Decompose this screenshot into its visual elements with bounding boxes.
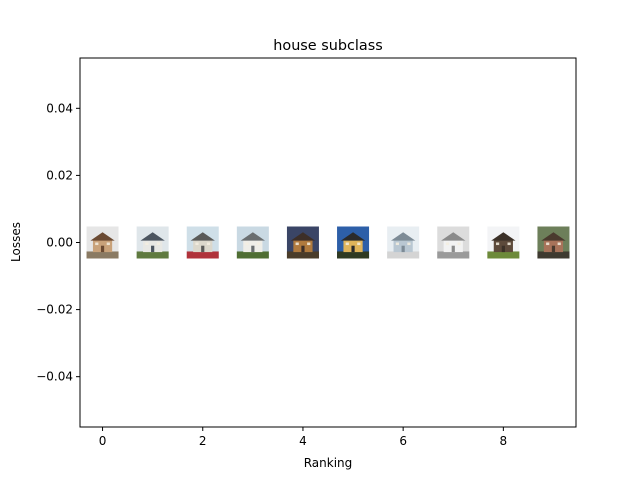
thumbnail-ground <box>437 251 470 259</box>
thumbnail-house-window <box>357 242 361 246</box>
thumbnail-house-roof <box>541 232 566 241</box>
thumbnail-house-window <box>156 242 161 246</box>
thumbnail-ground <box>236 251 269 259</box>
house-thumbnail <box>86 226 119 259</box>
thumbnail-house-door <box>551 245 556 253</box>
house-thumbnail <box>337 226 370 259</box>
points-layer <box>86 226 570 259</box>
thumbnail-house-door <box>100 245 105 253</box>
house-thumbnail <box>136 226 169 259</box>
thumbnail-ground <box>337 251 370 259</box>
y-tick-label: −0.02 <box>36 303 73 317</box>
thumbnail-house-window <box>557 242 561 246</box>
house-thumbnail <box>186 226 219 259</box>
thumbnail-house-window <box>307 242 311 246</box>
x-tick-label: 4 <box>299 434 307 448</box>
thumbnail-house-door <box>301 245 305 253</box>
thumbnail-ground <box>537 251 570 259</box>
thumbnail-house-window <box>145 242 149 246</box>
y-axis: −0.04 −0.02 0.00 0.02 0.04 <box>36 101 80 384</box>
thumbnail-house-door <box>201 245 205 253</box>
thumbnail-house-roof <box>240 232 266 241</box>
thumbnail-house-roof <box>290 232 316 241</box>
x-tick-label: 2 <box>199 434 207 448</box>
chart-title: house subclass <box>273 38 382 54</box>
y-tick-label: 0.02 <box>46 168 73 182</box>
thumbnail-house-roof <box>390 232 416 241</box>
thumbnail-house-window <box>106 242 110 246</box>
y-axis-label: Losses <box>9 222 23 262</box>
y-tick-label: −0.04 <box>36 370 73 384</box>
thumbnail-house-window <box>245 242 249 246</box>
x-tick-label: 0 <box>99 434 107 448</box>
thumbnail-house-door <box>451 245 455 253</box>
thumbnail-house-window <box>345 242 349 246</box>
house-thumbnail <box>236 226 269 259</box>
y-tick-label: 0.00 <box>46 236 73 250</box>
x-axis-label: Ranking <box>304 456 353 470</box>
thumbnail-house-window <box>507 242 511 246</box>
thumbnail-ground <box>136 251 169 259</box>
thumbnail-ground <box>387 251 420 259</box>
x-tick-label: 8 <box>500 434 508 448</box>
house-thumbnail <box>286 226 319 259</box>
thumbnail-house-roof <box>491 232 516 241</box>
x-axis: 0 2 4 6 8 <box>99 427 507 448</box>
house-thumbnail <box>487 226 520 259</box>
house-thumbnail <box>537 226 570 259</box>
thumbnail-house-roof <box>340 232 366 241</box>
thumbnail-house-roof <box>441 232 466 241</box>
thumbnail-house-roof <box>190 232 215 241</box>
thumbnail-house-door <box>501 245 505 253</box>
thumbnail-house-door <box>351 245 355 253</box>
thumbnail-house-window <box>395 242 399 246</box>
thumbnail-house-window <box>457 242 461 246</box>
thumbnail-house-window <box>95 242 99 246</box>
house-thumbnail <box>387 226 420 259</box>
thumbnail-house-window <box>295 242 299 246</box>
thumbnail-house-window <box>407 242 411 246</box>
thumbnail-house-door <box>251 245 255 253</box>
house-thumbnail <box>437 226 470 259</box>
x-tick-label: 6 <box>399 434 407 448</box>
thumbnail-ground <box>487 251 520 259</box>
thumbnail-house-door <box>401 245 405 253</box>
thumbnail-ground <box>86 251 119 259</box>
thumbnail-house-roof <box>90 232 115 241</box>
thumbnail-house-window <box>257 242 261 246</box>
thumbnail-house-window <box>195 242 199 246</box>
thumbnail-house-door <box>151 245 155 253</box>
thumbnail-ground <box>186 251 219 259</box>
y-tick-label: 0.04 <box>46 101 73 115</box>
thumbnail-house-window <box>445 242 450 246</box>
thumbnail-ground <box>286 251 319 259</box>
thumbnail-house-roof <box>140 232 165 241</box>
thumbnail-house-window <box>546 242 550 246</box>
thumbnail-house-window <box>495 242 500 246</box>
thumbnail-house-window <box>206 242 211 246</box>
